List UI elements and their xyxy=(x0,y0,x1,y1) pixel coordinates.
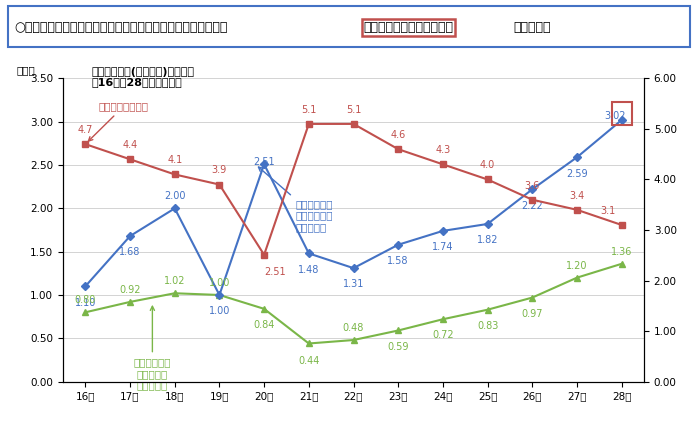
Text: 2.00: 2.00 xyxy=(164,192,186,201)
Text: 【16年～28年／暦年別】: 【16年～28年／暦年別】 xyxy=(91,77,182,87)
Text: 1.48: 1.48 xyxy=(298,265,319,275)
Text: 3.6: 3.6 xyxy=(524,181,540,191)
Text: 1.31: 1.31 xyxy=(343,279,364,290)
Text: 0.72: 0.72 xyxy=(432,330,454,340)
Text: 4.0: 4.0 xyxy=(480,160,495,170)
Text: 0.48: 0.48 xyxy=(343,323,364,333)
Text: 1.00: 1.00 xyxy=(209,278,230,288)
Text: 全産業より高い水準で推移: 全産業より高い水準で推移 xyxy=(363,21,454,34)
Text: 1.36: 1.36 xyxy=(611,247,632,257)
Text: 有効求人倍率(介護分野)と失業率: 有効求人倍率(介護分野)と失業率 xyxy=(91,67,194,77)
Bar xyxy=(612,102,631,125)
Text: 2.22: 2.22 xyxy=(522,201,543,211)
Text: 有効求人倍率
（介護分野）
（左目盛）: 有効求人倍率 （介護分野） （左目盛） xyxy=(258,167,333,232)
Text: 4.4: 4.4 xyxy=(122,140,138,150)
Text: 0.97: 0.97 xyxy=(522,309,543,319)
Text: 5.1: 5.1 xyxy=(346,105,361,115)
Text: （倍）: （倍） xyxy=(17,65,35,75)
Text: 1.02: 1.02 xyxy=(164,276,186,286)
Text: 0.44: 0.44 xyxy=(298,356,319,365)
Text: 1.10: 1.10 xyxy=(75,298,96,307)
Text: 0.80: 0.80 xyxy=(75,296,96,305)
Text: 0.59: 0.59 xyxy=(387,342,409,352)
Text: 4.1: 4.1 xyxy=(167,155,183,165)
Text: 3.9: 3.9 xyxy=(212,165,227,176)
Text: 0.92: 0.92 xyxy=(119,285,141,295)
Text: 1.74: 1.74 xyxy=(432,242,454,252)
Text: 2.51: 2.51 xyxy=(265,268,286,277)
Text: 2.59: 2.59 xyxy=(566,168,588,179)
Text: 有効求人倍率
（全職業）
（左目盛）: 有効求人倍率 （全職業） （左目盛） xyxy=(134,306,171,391)
Text: している。: している。 xyxy=(513,21,551,34)
Text: 0.83: 0.83 xyxy=(477,321,498,331)
Text: 2.51: 2.51 xyxy=(253,157,275,167)
Text: 5.1: 5.1 xyxy=(301,105,316,115)
Text: 0.84: 0.84 xyxy=(253,320,275,330)
Text: 4.7: 4.7 xyxy=(78,125,93,135)
Text: 4.3: 4.3 xyxy=(435,145,451,155)
Text: 失業率（右目盛）: 失業率（右目盛） xyxy=(88,101,149,141)
Text: 4.6: 4.6 xyxy=(391,130,406,140)
Text: 1.58: 1.58 xyxy=(387,256,409,266)
FancyBboxPatch shape xyxy=(8,6,690,47)
Text: ○　介護分野の有効求人倍率は、依然として高い水準にあり、: ○ 介護分野の有効求人倍率は、依然として高い水準にあり、 xyxy=(14,21,228,34)
Text: 3.1: 3.1 xyxy=(601,206,616,216)
Text: 3.4: 3.4 xyxy=(569,191,584,201)
Text: 3.02: 3.02 xyxy=(604,112,626,121)
Text: 1.68: 1.68 xyxy=(120,247,141,257)
Text: 1.00: 1.00 xyxy=(209,306,230,316)
Text: 1.20: 1.20 xyxy=(566,261,588,271)
Text: 1.82: 1.82 xyxy=(477,235,498,245)
